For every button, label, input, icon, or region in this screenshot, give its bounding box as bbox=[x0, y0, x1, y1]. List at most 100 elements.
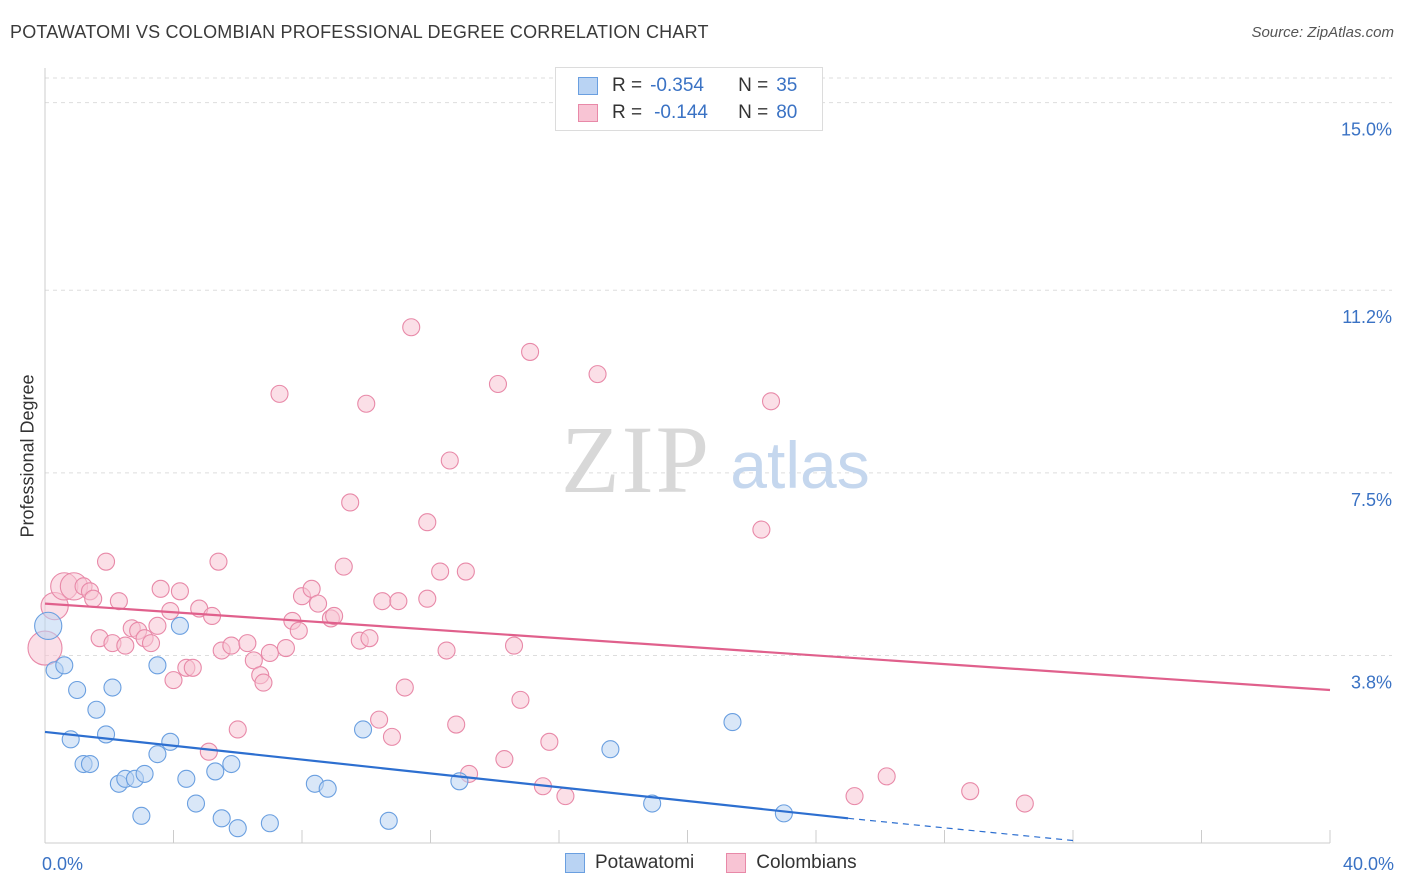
data-point bbox=[379, 811, 398, 830]
series-swatch-potawatomi bbox=[565, 853, 585, 873]
colombians-points bbox=[27, 318, 1034, 813]
data-point bbox=[206, 762, 225, 781]
data-point bbox=[643, 794, 662, 813]
data-point bbox=[141, 634, 161, 653]
data-point bbox=[177, 769, 196, 788]
data-point bbox=[135, 764, 154, 783]
data-point bbox=[222, 636, 241, 655]
data-point bbox=[588, 365, 607, 384]
data-point bbox=[752, 520, 771, 539]
data-point bbox=[540, 732, 559, 751]
y-tick-label: 15.0% bbox=[1341, 120, 1392, 140]
series-legend-potawatomi[interactable]: Potawatomi bbox=[565, 852, 694, 874]
legend-r-label: R = bbox=[612, 102, 643, 123]
data-point bbox=[170, 582, 189, 601]
legend-n-label: N = bbox=[738, 75, 769, 96]
watermark-zip: ZIP bbox=[561, 406, 711, 513]
data-point bbox=[382, 727, 402, 746]
data-point bbox=[360, 629, 379, 648]
series-legend-colombians[interactable]: Colombians bbox=[726, 852, 857, 874]
data-point bbox=[309, 594, 328, 613]
legend-n-value-potawatomi: 35 bbox=[776, 75, 798, 96]
data-point bbox=[116, 636, 135, 655]
legend-n-label: N = bbox=[738, 102, 769, 123]
tick-labels: 3.8% 7.5% 11.2% 15.0% 0.0% 40.0% bbox=[42, 120, 1394, 874]
data-point bbox=[353, 720, 373, 739]
data-point bbox=[504, 636, 524, 655]
source-credit: Source: ZipAtlas.com bbox=[1251, 24, 1394, 41]
data-point bbox=[440, 451, 459, 470]
data-point bbox=[431, 562, 450, 581]
legend-row-colombians: R = -0.144 N = 80 bbox=[578, 100, 797, 126]
series-label-potawatomi: Potawatomi bbox=[595, 852, 695, 873]
data-point bbox=[402, 318, 421, 337]
data-point bbox=[437, 641, 456, 660]
data-point bbox=[556, 787, 575, 806]
data-point bbox=[151, 579, 170, 598]
data-point bbox=[389, 592, 408, 611]
trend-line-extension bbox=[848, 817, 1074, 842]
data-point bbox=[373, 592, 392, 611]
legend-row-potawatomi: R = -0.354 N = 35 bbox=[578, 73, 797, 99]
correlation-legend: R = -0.354 N = 35 R = -0.144 N = 80 bbox=[555, 67, 823, 131]
legend-r-label: R = bbox=[612, 75, 643, 96]
data-point bbox=[395, 678, 414, 697]
data-point bbox=[341, 493, 360, 512]
data-point bbox=[511, 690, 530, 709]
data-point bbox=[96, 725, 116, 744]
data-point bbox=[761, 392, 781, 411]
data-point bbox=[877, 767, 896, 786]
data-point bbox=[183, 658, 202, 677]
data-point bbox=[357, 394, 376, 413]
data-point bbox=[34, 611, 63, 640]
data-point bbox=[228, 819, 247, 838]
data-point bbox=[228, 720, 247, 739]
data-point bbox=[289, 621, 308, 640]
data-point bbox=[260, 814, 279, 833]
chart-title: POTAWATOMI VS COLOMBIAN PROFESSIONAL DEG… bbox=[10, 22, 709, 42]
data-point bbox=[260, 643, 279, 663]
data-point bbox=[456, 562, 475, 581]
data-point bbox=[212, 809, 231, 828]
data-point bbox=[774, 804, 793, 823]
data-point bbox=[601, 740, 620, 759]
data-point bbox=[276, 638, 295, 658]
data-point bbox=[55, 656, 74, 675]
data-point bbox=[148, 656, 167, 675]
x-tick-label-min: 0.0% bbox=[42, 854, 83, 874]
data-point bbox=[418, 513, 437, 532]
data-point bbox=[334, 557, 353, 576]
data-point bbox=[161, 732, 180, 751]
data-point bbox=[148, 616, 167, 635]
x-tick-label-max: 40.0% bbox=[1343, 854, 1394, 874]
potawatomi-points bbox=[34, 611, 793, 838]
trend-line bbox=[44, 602, 1331, 692]
data-point bbox=[845, 787, 864, 806]
data-point bbox=[164, 671, 183, 690]
axes bbox=[44, 68, 1331, 844]
y-tick-label: 3.8% bbox=[1351, 672, 1392, 692]
data-point bbox=[170, 616, 189, 635]
legend-r-value-colombians: -0.144 bbox=[654, 102, 708, 123]
data-point bbox=[418, 589, 437, 608]
data-point bbox=[270, 384, 289, 403]
data-point bbox=[68, 680, 87, 700]
data-point bbox=[370, 710, 389, 729]
data-point bbox=[521, 342, 540, 361]
data-point bbox=[87, 700, 106, 719]
data-point bbox=[132, 806, 151, 825]
data-point bbox=[318, 779, 337, 798]
trend-line bbox=[44, 730, 849, 820]
data-point bbox=[209, 552, 228, 571]
y-tick-label: 7.5% bbox=[1351, 490, 1392, 510]
legend-n-value-colombians: 80 bbox=[776, 102, 798, 123]
data-point bbox=[186, 794, 206, 813]
data-point bbox=[325, 606, 344, 626]
legend-swatch-colombians bbox=[578, 104, 598, 122]
data-point bbox=[148, 745, 167, 764]
data-point bbox=[238, 634, 257, 653]
data-point bbox=[96, 552, 116, 571]
data-point bbox=[1015, 794, 1034, 813]
data-point bbox=[447, 715, 466, 734]
data-point bbox=[84, 589, 103, 608]
